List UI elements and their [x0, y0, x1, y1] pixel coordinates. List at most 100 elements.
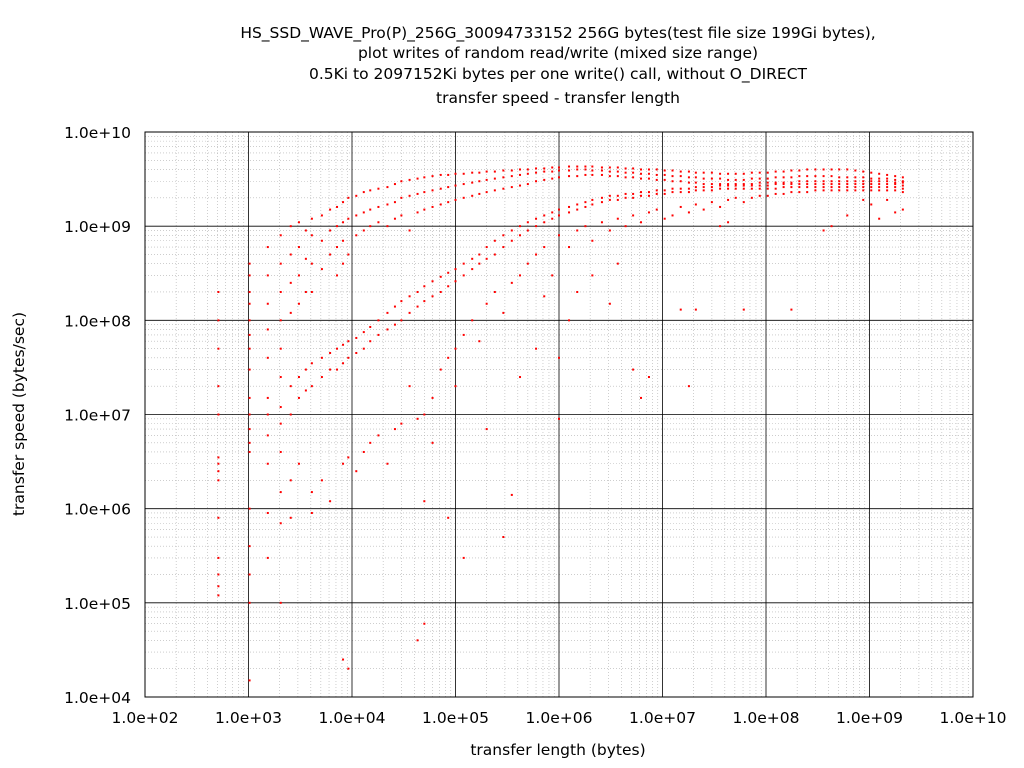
x-tick-labels: 1.0e+02 1.0e+03 1.0e+04 1.0e+05 1.0e+06 1.0e+… [112, 709, 1007, 727]
data-point [901, 187, 904, 190]
data-point [543, 221, 546, 224]
data-point [393, 323, 396, 326]
data-point [336, 368, 339, 371]
data-point [814, 183, 817, 186]
data-point [710, 183, 713, 186]
data-point [535, 167, 538, 170]
data-point [393, 183, 396, 186]
data-point [584, 201, 587, 204]
data-point [558, 214, 560, 217]
data-point [408, 194, 411, 197]
data-point [423, 500, 426, 503]
data-point [310, 234, 313, 237]
data-point [543, 214, 546, 217]
data-point [640, 396, 643, 399]
data-point [408, 295, 411, 298]
data-point [854, 186, 857, 189]
data-point [608, 175, 611, 178]
data-point [266, 396, 269, 399]
data-point [431, 396, 434, 399]
data-point [901, 184, 904, 187]
data-point [640, 194, 643, 197]
data-point [431, 280, 434, 283]
data-point [878, 217, 881, 220]
data-point [439, 290, 442, 293]
data-point [576, 208, 579, 211]
data-point [526, 168, 529, 171]
data-point [266, 511, 269, 514]
data-point [822, 183, 825, 186]
data-point [632, 196, 635, 199]
data-point [217, 573, 220, 576]
data-point [591, 173, 594, 176]
data-point [616, 170, 619, 173]
data-point [279, 422, 282, 425]
data-point [766, 194, 769, 197]
data-point [870, 183, 873, 186]
data-point [870, 180, 873, 183]
data-point [297, 396, 300, 399]
data-point [671, 175, 674, 178]
data-point [790, 169, 793, 172]
data-point [558, 417, 560, 420]
data-point [894, 186, 897, 189]
data-point [719, 177, 722, 180]
data-point [774, 181, 777, 184]
data-point [822, 189, 825, 192]
data-point [886, 183, 889, 186]
data-point [870, 203, 873, 206]
data-point [462, 262, 465, 265]
data-point [217, 319, 220, 322]
data-point [493, 253, 496, 256]
data-point [342, 201, 345, 204]
data-point [671, 187, 674, 190]
data-point [217, 470, 220, 473]
data-point [878, 189, 881, 192]
data-point [289, 413, 292, 416]
data-point [248, 396, 251, 399]
data-point [369, 225, 372, 228]
x-tick-label: 1.0e+06 [526, 709, 593, 727]
data-point [576, 203, 579, 206]
data-point [671, 214, 674, 217]
data-point [266, 328, 269, 331]
data-point [342, 262, 345, 265]
data-point [478, 253, 481, 256]
data-point [369, 441, 372, 444]
y-tick-label: 1.0e+06 [64, 501, 131, 519]
data-point [632, 167, 635, 170]
data-point [616, 217, 619, 220]
data-point [742, 178, 745, 181]
data-point [727, 172, 730, 175]
data-point [694, 181, 697, 184]
data-point [862, 176, 865, 179]
data-point [640, 168, 643, 171]
data-point [702, 183, 705, 186]
data-point [416, 211, 419, 214]
data-point [431, 205, 434, 208]
data-point [838, 180, 841, 183]
data-point [400, 300, 403, 303]
data-point [663, 217, 666, 220]
data-point [687, 176, 690, 179]
data-point [742, 184, 745, 187]
data-point [886, 189, 889, 192]
data-point [894, 178, 897, 181]
data-point [846, 214, 849, 217]
data-point [758, 177, 761, 180]
data-point [289, 225, 292, 228]
x-axis-label: transfer length (bytes) [470, 741, 645, 759]
data-point [568, 246, 571, 249]
data-point [822, 186, 825, 189]
data-point [663, 169, 666, 172]
data-point [830, 225, 833, 228]
data-point [447, 356, 450, 359]
data-point [830, 175, 833, 178]
data-point [655, 208, 658, 211]
data-point [510, 281, 513, 284]
data-point [502, 234, 505, 237]
data-point [526, 229, 529, 232]
data-point [369, 189, 372, 192]
data-point [519, 234, 522, 237]
data-point [217, 585, 220, 588]
